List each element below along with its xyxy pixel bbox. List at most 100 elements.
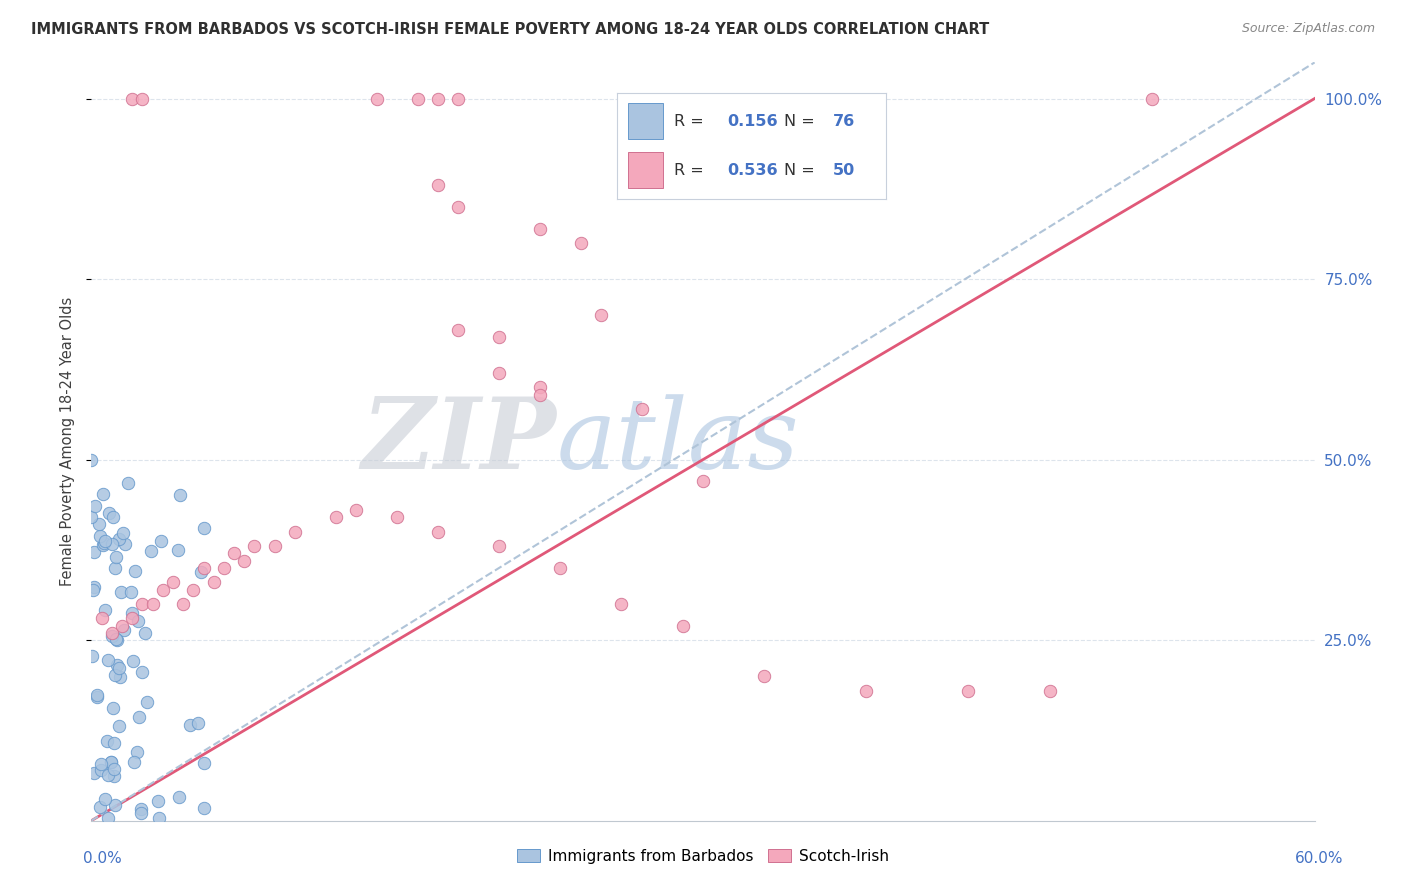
Point: [121, 91, 143, 105]
Point: [222, 546, 246, 560]
Point: [193, 756, 215, 771]
Point: [131, 597, 153, 611]
Point: [90, 763, 112, 777]
Y-axis label: Female Poverty Among 18-24 Year Olds: Female Poverty Among 18-24 Year Olds: [60, 297, 76, 586]
Point: [94, 603, 117, 617]
Point: [325, 510, 347, 524]
Point: [591, 308, 613, 322]
Point: [167, 542, 190, 557]
Point: [94, 791, 117, 805]
Point: [87, 516, 110, 531]
Point: [179, 718, 201, 732]
Point: [136, 695, 159, 709]
Point: [128, 709, 150, 723]
Point: [112, 623, 135, 637]
Point: [120, 585, 142, 599]
Text: atlas: atlas: [557, 394, 799, 489]
Point: [91, 538, 114, 552]
Point: [146, 794, 169, 808]
Text: Source: ZipAtlas.com: Source: ZipAtlas.com: [1241, 22, 1375, 36]
Point: [193, 521, 215, 535]
Point: [447, 323, 470, 337]
Point: [427, 91, 450, 105]
Point: [1140, 91, 1163, 105]
Text: ZIP: ZIP: [361, 393, 557, 490]
Point: [86, 688, 108, 702]
Point: [172, 597, 194, 611]
Point: [139, 544, 162, 558]
Point: [80, 452, 103, 467]
Point: [131, 91, 153, 105]
Point: [103, 561, 125, 575]
Point: [82, 648, 104, 663]
Point: [124, 565, 146, 579]
Point: [1038, 683, 1062, 698]
Point: [83, 580, 105, 594]
Point: [82, 583, 104, 598]
Point: [121, 606, 143, 620]
Point: [96, 733, 118, 747]
Point: [97, 768, 120, 782]
Point: [84, 499, 107, 513]
Point: [107, 660, 129, 674]
Point: [89, 799, 111, 814]
Point: [754, 669, 776, 683]
Point: [855, 683, 877, 698]
Point: [91, 487, 114, 501]
Point: [193, 561, 215, 575]
Text: 0.0%: 0.0%: [83, 851, 122, 865]
Point: [193, 801, 215, 815]
Point: [100, 755, 122, 769]
Point: [114, 537, 136, 551]
Point: [105, 632, 128, 647]
Point: [97, 811, 120, 825]
Point: [93, 536, 115, 550]
Point: [104, 668, 127, 682]
Point: [104, 632, 127, 646]
Point: [83, 766, 105, 780]
Point: [447, 91, 470, 105]
Text: IMMIGRANTS FROM BARBADOS VS SCOTCH-IRISH FEMALE POVERTY AMONG 18-24 YEAR OLDS CO: IMMIGRANTS FROM BARBADOS VS SCOTCH-IRISH…: [31, 22, 990, 37]
Point: [385, 510, 409, 524]
Point: [101, 701, 124, 715]
Point: [169, 488, 191, 502]
Point: [111, 526, 134, 541]
Point: [447, 200, 470, 214]
Point: [141, 597, 163, 611]
Point: [97, 653, 120, 667]
Point: [89, 529, 111, 543]
Point: [183, 582, 205, 597]
Point: [529, 221, 551, 235]
Point: [233, 554, 256, 568]
Point: [169, 789, 191, 804]
Point: [98, 506, 121, 520]
Point: [202, 575, 225, 590]
Point: [243, 539, 266, 553]
Point: [86, 690, 108, 704]
Point: [212, 561, 235, 575]
Point: [103, 762, 125, 776]
Point: [631, 402, 654, 417]
Point: [127, 615, 149, 629]
Legend: Immigrants from Barbados, Scotch-Irish: Immigrants from Barbados, Scotch-Irish: [510, 843, 896, 870]
Point: [149, 533, 172, 548]
Point: [148, 811, 170, 825]
Point: [488, 330, 510, 344]
Point: [346, 503, 368, 517]
Point: [121, 611, 143, 625]
Point: [427, 524, 450, 539]
Point: [672, 618, 695, 632]
Point: [108, 670, 131, 684]
Point: [131, 665, 153, 680]
Point: [427, 178, 450, 193]
Point: [83, 545, 105, 559]
Point: [80, 509, 103, 524]
Point: [366, 91, 388, 105]
Point: [488, 539, 510, 553]
Point: [105, 549, 128, 564]
Point: [111, 618, 134, 632]
Point: [105, 658, 128, 673]
Point: [264, 539, 287, 553]
Point: [529, 387, 551, 401]
Point: [284, 524, 307, 539]
